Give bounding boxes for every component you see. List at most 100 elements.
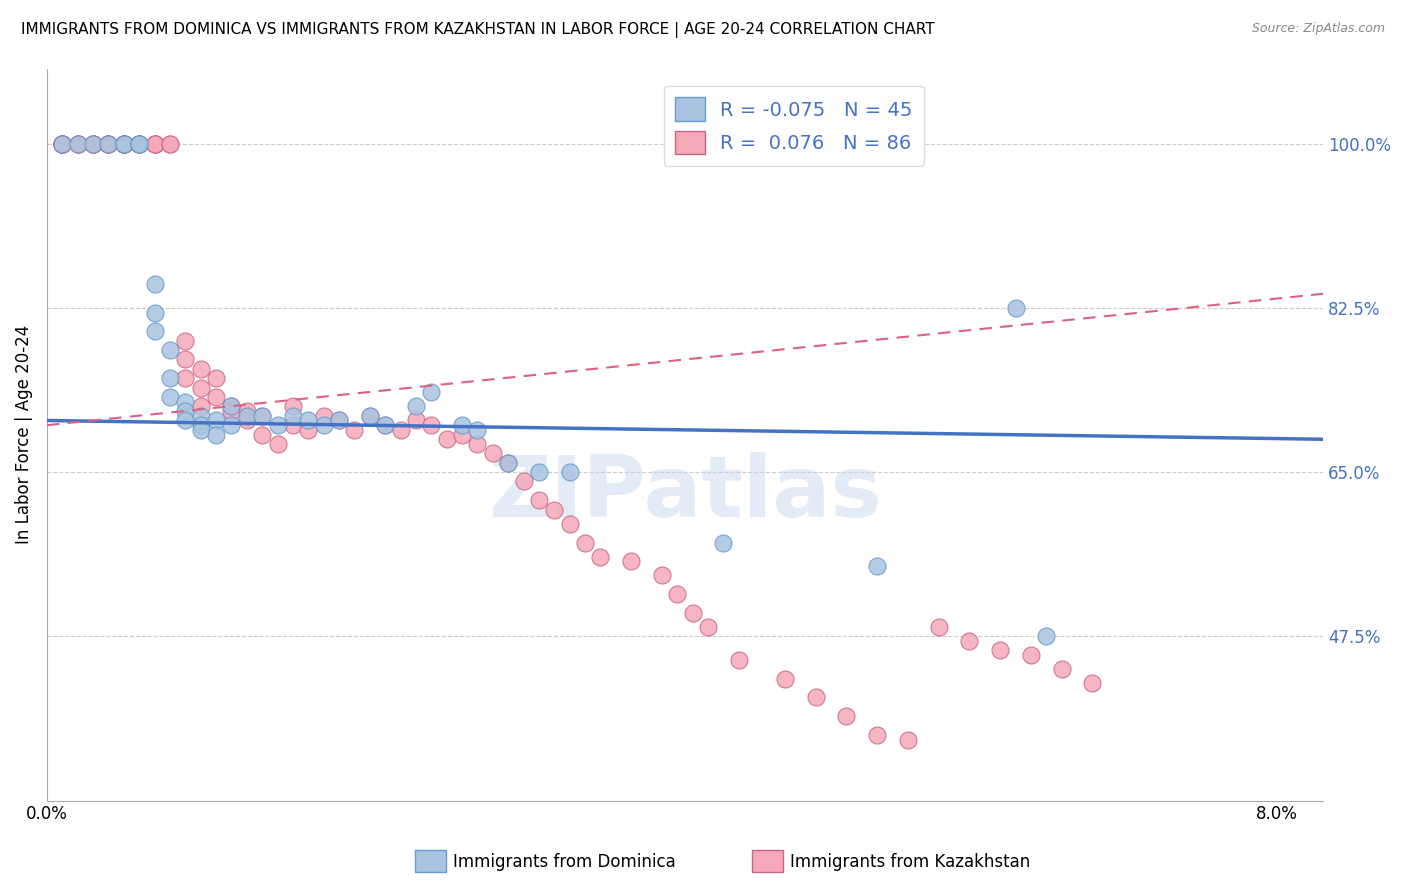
Point	[281, 400, 304, 414]
Point	[988, 643, 1011, 657]
Point	[174, 352, 197, 367]
Point	[405, 400, 427, 414]
Point	[66, 136, 89, 151]
Point	[312, 418, 335, 433]
Point	[496, 456, 519, 470]
Point	[1035, 629, 1057, 643]
Point	[97, 136, 120, 151]
Point	[482, 446, 505, 460]
Point	[467, 437, 489, 451]
Point	[959, 634, 981, 648]
Point	[773, 672, 796, 686]
Point	[420, 418, 443, 433]
Point	[328, 413, 350, 427]
Point	[190, 362, 212, 376]
Legend: R = -0.075   N = 45, R =  0.076   N = 86: R = -0.075 N = 45, R = 0.076 N = 86	[664, 86, 924, 166]
Point	[236, 404, 259, 418]
Point	[543, 502, 565, 516]
Point	[82, 136, 104, 151]
Point	[66, 136, 89, 151]
Point	[866, 728, 889, 742]
Point	[620, 554, 643, 568]
Point	[221, 400, 243, 414]
Point	[297, 413, 319, 427]
Point	[221, 418, 243, 433]
Point	[527, 465, 550, 479]
Point	[112, 136, 135, 151]
Point	[727, 653, 749, 667]
Point	[97, 136, 120, 151]
Point	[527, 493, 550, 508]
Point	[713, 535, 735, 549]
Point	[82, 136, 104, 151]
Text: Immigrants from Dominica: Immigrants from Dominica	[453, 853, 675, 871]
Point	[405, 413, 427, 427]
Point	[221, 400, 243, 414]
Point	[143, 136, 166, 151]
Point	[112, 136, 135, 151]
Text: IMMIGRANTS FROM DOMINICA VS IMMIGRANTS FROM KAZAKHSTAN IN LABOR FORCE | AGE 20-2: IMMIGRANTS FROM DOMINICA VS IMMIGRANTS F…	[21, 22, 935, 38]
Point	[143, 136, 166, 151]
Point	[281, 409, 304, 423]
Point	[159, 371, 181, 385]
Point	[143, 277, 166, 292]
Point	[82, 136, 104, 151]
Point	[682, 606, 704, 620]
Point	[97, 136, 120, 151]
Point	[51, 136, 73, 151]
Point	[51, 136, 73, 151]
Point	[51, 136, 73, 151]
Point	[467, 423, 489, 437]
Point	[143, 324, 166, 338]
Point	[359, 409, 381, 423]
Point	[436, 432, 458, 446]
Point	[97, 136, 120, 151]
Point	[205, 390, 228, 404]
Point	[112, 136, 135, 151]
Point	[512, 475, 534, 489]
Point	[51, 136, 73, 151]
Point	[128, 136, 150, 151]
Point	[51, 136, 73, 151]
Point	[159, 136, 181, 151]
Point	[143, 136, 166, 151]
Point	[190, 418, 212, 433]
Point	[589, 549, 612, 564]
Point	[159, 136, 181, 151]
Point	[159, 343, 181, 357]
Point	[666, 587, 689, 601]
Point	[374, 418, 396, 433]
Point	[128, 136, 150, 151]
Point	[128, 136, 150, 151]
Point	[651, 568, 673, 582]
Point	[866, 558, 889, 573]
Point	[82, 136, 104, 151]
Point	[66, 136, 89, 151]
Text: ZIPatlas: ZIPatlas	[488, 451, 882, 534]
Point	[97, 136, 120, 151]
Point	[128, 136, 150, 151]
Point	[1050, 662, 1073, 676]
Point	[174, 334, 197, 348]
Point	[266, 418, 288, 433]
Point	[66, 136, 89, 151]
Point	[928, 620, 950, 634]
Point	[804, 690, 827, 705]
Point	[221, 404, 243, 418]
Point	[1004, 301, 1026, 315]
Point	[1019, 648, 1042, 662]
Point	[250, 409, 273, 423]
Point	[359, 409, 381, 423]
Point	[558, 465, 581, 479]
Text: Source: ZipAtlas.com: Source: ZipAtlas.com	[1251, 22, 1385, 36]
Point	[574, 535, 596, 549]
Point	[312, 409, 335, 423]
Point	[174, 404, 197, 418]
Point	[190, 409, 212, 423]
Point	[343, 423, 366, 437]
Point	[143, 136, 166, 151]
Point	[128, 136, 150, 151]
Point	[51, 136, 73, 151]
Point	[143, 305, 166, 319]
Point	[297, 423, 319, 437]
